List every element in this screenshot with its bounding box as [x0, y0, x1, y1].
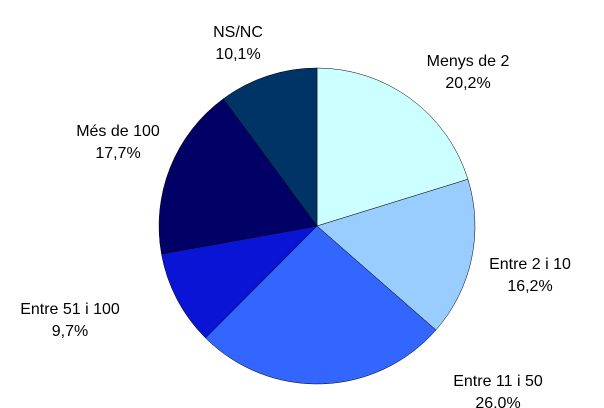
- slice-value-label: 17,7%: [95, 145, 140, 162]
- slice-label: NS/NC: [213, 24, 263, 41]
- slice-value-label: 16,2%: [507, 278, 552, 295]
- slice-value-label: 26,0%: [475, 395, 520, 408]
- slice-value-label: 20,2%: [445, 75, 490, 92]
- slice-label: Menys de 2: [427, 53, 510, 70]
- slice-value-label: 10,1%: [215, 46, 260, 63]
- slice-label: Entre 2 i 10: [489, 256, 571, 273]
- slice-label: Entre 11 i 50: [453, 373, 543, 390]
- chart: Menys de 2 20,2% Entre 2 i 10 16,2% Entre 11…: [0, 0, 604, 408]
- slice-value-label: 9,7%: [52, 323, 88, 340]
- slice-label: Més de 100: [76, 123, 160, 140]
- slice-label: Entre 51 i 100: [20, 301, 120, 318]
